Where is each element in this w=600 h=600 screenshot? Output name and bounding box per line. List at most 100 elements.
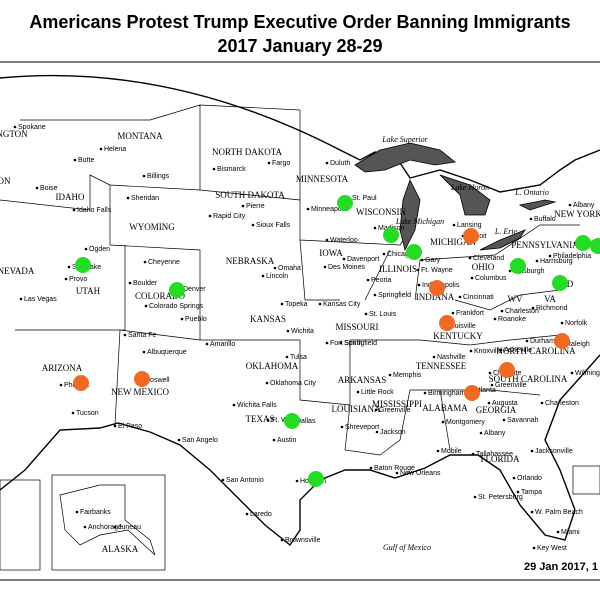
city-dot: [451, 311, 455, 315]
city-dot: [452, 223, 456, 227]
city-dot: [126, 196, 130, 200]
state-label: NORTH DAKOTA: [212, 147, 282, 157]
city-label: Spokane: [18, 124, 46, 131]
city-dot: [251, 223, 255, 227]
city-label: Laredo: [250, 511, 272, 518]
city-dot: [75, 510, 79, 514]
protest-dot: [554, 333, 570, 349]
city-dot: [67, 265, 71, 269]
city-label: Charleston: [505, 308, 539, 315]
city-label: Harrisburg: [540, 258, 573, 265]
city-label: Boise: [40, 185, 58, 192]
protest-dot: [439, 315, 455, 331]
city-dot: [245, 512, 249, 516]
protest-dot: [383, 227, 399, 243]
city-label: Birmingham: [428, 390, 466, 397]
city-dot: [286, 329, 290, 333]
city-dot: [113, 424, 117, 428]
city-label: Norfolk: [565, 320, 588, 327]
protest-dot: [75, 257, 91, 273]
state-label: ON: [0, 176, 11, 186]
city-dot: [508, 269, 512, 273]
city-label: Albany: [573, 202, 595, 209]
city-dot: [13, 125, 17, 129]
state-label: INDIANA: [416, 292, 455, 302]
city-label: Greenville: [495, 382, 527, 389]
state-label: OKLAHOMA: [246, 361, 299, 371]
city-dot: [382, 252, 386, 256]
date-label: 29 Jan 2017, 1: [524, 561, 598, 573]
city-dot: [59, 383, 63, 387]
city-dot: [530, 449, 534, 453]
city-dot: [548, 254, 552, 258]
city-dot: [212, 167, 216, 171]
water-label: L. Ontario: [514, 188, 549, 197]
state-label: MINNESOTA: [296, 174, 349, 184]
city-label: Buffalo: [534, 216, 556, 223]
city-dot: [530, 510, 534, 514]
city-label: Minneapolis: [311, 206, 349, 213]
city-dot: [416, 268, 420, 272]
protest-dot: [73, 375, 89, 391]
city-label: Albany: [484, 430, 506, 437]
protest-dot: [169, 282, 185, 298]
city-label: Little Rock: [361, 389, 394, 396]
water-label: Lake Huron: [450, 183, 489, 192]
city-label: Cincinnati: [463, 294, 494, 301]
city-dot: [208, 214, 212, 218]
city-label: Anchorage: [88, 524, 122, 531]
state-label: UTAH: [76, 286, 101, 296]
city-label: Albuquerque: [147, 349, 187, 356]
city-dot: [417, 283, 421, 287]
city-label: Waterloo: [330, 237, 358, 244]
city-label: Orlando: [517, 475, 542, 482]
city-label: Dallas: [296, 418, 316, 425]
city-label: Shreveport: [345, 424, 379, 431]
state-label: GEORGIA: [476, 405, 517, 415]
city-dot: [325, 341, 329, 345]
city-dot: [71, 411, 75, 415]
state-label: NGTON: [0, 129, 28, 139]
city-dot: [280, 302, 284, 306]
state-label: MICHIGAN: [430, 237, 476, 247]
city-dot: [458, 295, 462, 299]
city-label: Philadelphia: [553, 253, 591, 260]
city-dot: [99, 147, 103, 151]
city-label: Asheville: [504, 347, 532, 354]
lake: [479, 229, 526, 251]
city-label: Nashville: [437, 354, 466, 361]
city-label: Colorado Springs: [149, 303, 204, 310]
city-label: Kansas City: [323, 301, 361, 308]
state-label: ALABAMA: [422, 403, 468, 413]
city-dot: [273, 266, 277, 270]
city-dot: [423, 391, 427, 395]
city-label: Wichita: [291, 328, 314, 335]
city-dot: [272, 438, 276, 442]
city-dot: [339, 341, 343, 345]
city-label: Juneau: [118, 524, 141, 531]
city-label: Jacksonville: [535, 448, 573, 455]
city-dot: [306, 207, 310, 211]
protest-dot: [463, 228, 479, 244]
city-dot: [487, 401, 491, 405]
city-dot: [556, 530, 560, 534]
city-label: Ogden: [89, 246, 110, 253]
city-dot: [529, 217, 533, 221]
city-dot: [568, 203, 572, 207]
city-dot: [261, 274, 265, 278]
state-label: NEW MEXICO: [111, 387, 170, 397]
city-dot: [241, 204, 245, 208]
city-label: Cleveland: [473, 255, 504, 262]
water-label: Lake Michigan: [395, 217, 444, 226]
city-dot: [72, 208, 76, 212]
city-label: Bismarck: [217, 166, 246, 173]
state-label: ALASKA: [102, 544, 139, 554]
state-label: ARIZONA: [42, 363, 83, 373]
city-dot: [373, 226, 377, 230]
state-label: FLORIDA: [480, 454, 520, 464]
city-label: Springfield: [378, 292, 411, 299]
city-label: Montgomery: [446, 419, 485, 426]
city-dot: [488, 371, 492, 375]
city-label: Durham: [530, 338, 555, 345]
city-dot: [375, 430, 379, 434]
